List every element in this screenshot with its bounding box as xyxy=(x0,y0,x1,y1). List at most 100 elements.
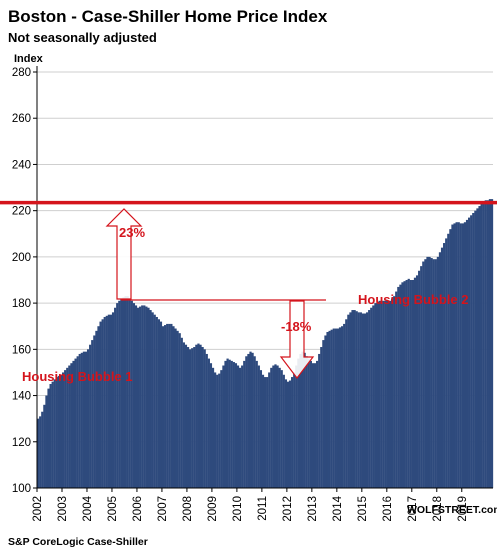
bar xyxy=(443,243,446,488)
annotation-overlay xyxy=(0,200,497,379)
bar xyxy=(84,351,88,488)
bar xyxy=(420,266,423,488)
bar xyxy=(472,212,475,488)
bar xyxy=(484,200,487,488)
bar xyxy=(105,315,108,488)
bar xyxy=(370,307,373,488)
bar xyxy=(465,219,469,488)
bar xyxy=(37,418,40,488)
bar xyxy=(161,326,165,488)
x-tick-label: 2003 xyxy=(57,496,69,522)
bar xyxy=(380,300,383,488)
bar xyxy=(445,238,448,488)
bar xyxy=(91,340,94,488)
bar xyxy=(59,374,63,488)
bar xyxy=(432,259,435,488)
bar xyxy=(447,233,450,488)
bar xyxy=(461,223,464,488)
y-tick-label: 280 xyxy=(12,67,31,79)
bar xyxy=(345,319,348,488)
annotation-bubble-2: Housing Bubble 2 xyxy=(358,292,469,307)
bar xyxy=(184,344,188,488)
annotation-bubble-1: Housing Bubble 1 xyxy=(22,369,133,384)
bar xyxy=(78,353,81,488)
bar xyxy=(186,347,190,488)
bar xyxy=(272,365,275,488)
bar xyxy=(384,300,387,488)
bar xyxy=(399,284,402,488)
x-tick-label: 2015 xyxy=(357,496,369,522)
bar xyxy=(166,323,169,488)
bar xyxy=(403,281,406,488)
bar xyxy=(401,282,404,488)
bar xyxy=(409,280,412,488)
annotation-pct-down: -18% xyxy=(281,319,312,334)
chart-subtitle: Not seasonally adjusted xyxy=(8,30,157,45)
bar xyxy=(93,335,96,488)
bar xyxy=(178,333,181,488)
bar xyxy=(216,374,219,488)
y-tick-label: 180 xyxy=(12,298,31,310)
bar-series xyxy=(37,199,494,489)
bar xyxy=(57,375,61,488)
x-tick-label: 2010 xyxy=(232,496,244,522)
bar xyxy=(405,280,408,488)
bar xyxy=(426,256,429,488)
bar xyxy=(301,351,304,488)
bar xyxy=(374,303,377,488)
bar xyxy=(199,344,202,488)
bar xyxy=(363,313,367,488)
bar xyxy=(224,360,227,488)
annotation-pct-up: 23% xyxy=(119,225,145,240)
bar xyxy=(230,360,233,488)
bar xyxy=(249,351,252,488)
bar xyxy=(286,381,290,488)
bar xyxy=(116,303,119,488)
x-tick-label: 2017 xyxy=(407,496,419,522)
bar xyxy=(278,367,281,488)
y-tick-label: 120 xyxy=(12,437,31,449)
bar xyxy=(474,210,477,488)
x-tick-label: 2019 xyxy=(457,496,469,522)
bar xyxy=(266,377,269,488)
bar xyxy=(468,217,471,488)
bar xyxy=(97,326,100,488)
bar xyxy=(351,310,354,488)
bar xyxy=(151,312,154,488)
axes: 100 120 140 160 180 200 220 240 260 280 2002 2003 20… xyxy=(12,66,493,522)
bar xyxy=(407,278,410,488)
bar xyxy=(147,307,150,488)
bar xyxy=(49,384,52,488)
bar xyxy=(164,325,167,488)
bar xyxy=(76,356,79,488)
bar xyxy=(459,223,462,488)
bar xyxy=(382,300,385,488)
bar xyxy=(411,280,415,488)
bar xyxy=(257,365,260,488)
bar xyxy=(145,306,148,488)
bar xyxy=(136,307,140,488)
bar xyxy=(297,358,300,488)
bar xyxy=(128,298,131,488)
bar xyxy=(124,296,127,488)
bar xyxy=(390,298,394,488)
bar xyxy=(64,370,67,488)
bar xyxy=(357,312,360,488)
bar xyxy=(86,349,90,488)
bar xyxy=(293,372,296,488)
bar xyxy=(482,201,485,488)
bar xyxy=(191,348,194,488)
bar xyxy=(114,307,117,488)
bar xyxy=(309,360,312,488)
bar xyxy=(236,365,240,488)
bar xyxy=(122,297,125,488)
bar xyxy=(74,358,77,488)
bar xyxy=(261,374,265,488)
bar xyxy=(172,326,175,488)
bar xyxy=(428,256,431,488)
bar xyxy=(343,323,346,488)
x-tick-label: 2016 xyxy=(382,496,394,522)
bar xyxy=(274,364,277,488)
bar xyxy=(245,356,248,488)
bar xyxy=(388,300,392,488)
